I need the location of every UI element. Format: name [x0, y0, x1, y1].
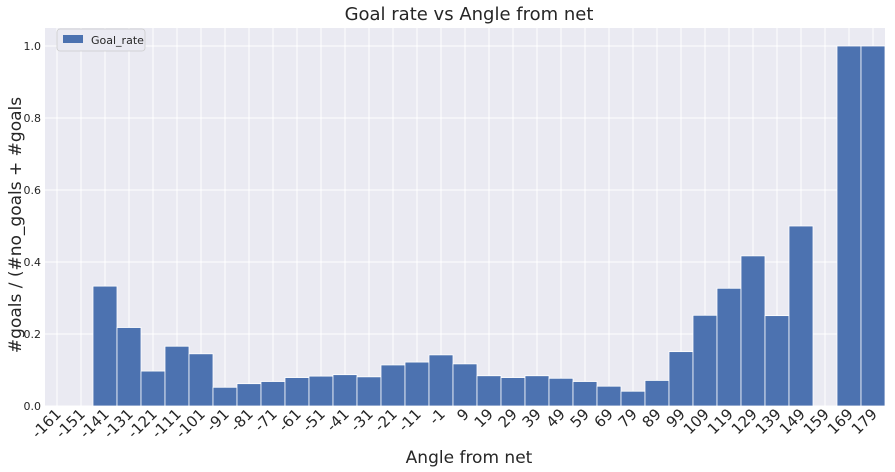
x-tick-label: 69	[591, 405, 617, 431]
bar	[452, 363, 478, 407]
y-tick-label: 0.2	[24, 328, 42, 341]
bar	[404, 361, 430, 407]
bar	[596, 385, 622, 407]
bar	[260, 381, 286, 407]
y-tick-label: 0.6	[24, 184, 42, 197]
bar	[92, 285, 118, 407]
legend-box	[56, 28, 146, 52]
bar	[308, 375, 334, 407]
bar	[428, 354, 454, 407]
bar	[284, 377, 310, 407]
y-tick-label: 0.4	[24, 256, 42, 269]
x-tick-label: 179	[848, 405, 881, 438]
bar	[668, 351, 694, 407]
bar	[236, 383, 262, 407]
y-tick-label: 1.0	[24, 40, 42, 53]
bar	[740, 255, 766, 407]
x-tick-label: 29	[495, 405, 521, 431]
bar	[644, 380, 670, 407]
bar	[548, 377, 574, 407]
y-tick-label: 0.8	[24, 112, 42, 125]
y-axis-ticks: 0.0 0.2 0.4 0.6 0.8 1.0	[24, 40, 42, 413]
y-tick-label: 0.0	[24, 400, 42, 413]
bar	[620, 390, 646, 407]
bar	[788, 225, 814, 407]
bar	[356, 376, 382, 407]
x-axis-label: Angle from net	[406, 448, 533, 468]
bar	[716, 287, 742, 407]
bar	[764, 315, 790, 407]
x-tick-label: -1	[426, 405, 449, 428]
x-tick-label: 39	[519, 405, 545, 431]
bars	[92, 45, 886, 407]
bar	[188, 353, 214, 407]
x-tick-label: 59	[567, 405, 593, 431]
legend: Goal_rate	[56, 28, 146, 52]
x-tick-label: 9	[453, 405, 472, 424]
bar	[116, 327, 142, 407]
legend-swatch	[63, 35, 83, 43]
bar	[500, 377, 526, 407]
x-axis-ticks: -161-151-141-131-121-111-101-91-81-71-61…	[28, 405, 881, 442]
legend-label: Goal_rate	[91, 34, 144, 47]
x-tick-label: 19	[471, 405, 497, 431]
bar	[164, 345, 190, 407]
bar	[860, 45, 886, 407]
x-tick-label: 79	[615, 405, 641, 431]
x-tick-label: 49	[543, 405, 569, 431]
bar	[476, 375, 502, 407]
y-axis-label: #goals / (#no_goals + #goals	[6, 97, 26, 353]
bar	[140, 370, 166, 407]
bar	[524, 375, 550, 407]
chart-title: Goal rate vs Angle from net	[345, 4, 594, 25]
bar	[332, 374, 358, 407]
bar	[380, 364, 406, 407]
bar	[212, 386, 238, 407]
bar	[692, 314, 718, 407]
x-tick-label: -11	[395, 405, 425, 435]
bar	[572, 381, 598, 407]
x-tick-label: 89	[639, 405, 665, 431]
bar	[836, 45, 862, 407]
